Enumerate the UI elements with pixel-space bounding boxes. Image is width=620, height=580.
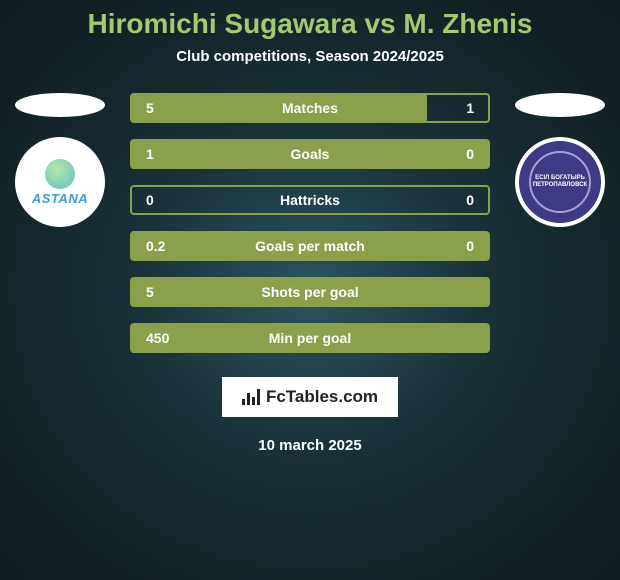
left-flag-icon <box>15 93 105 117</box>
stat-row: 1 Goals 0 <box>130 139 490 169</box>
right-player-column: ЕСІЛ БОГАТЫРЬ ПЕТРОПАВЛОВСК <box>510 93 610 227</box>
right-club-badge: ЕСІЛ БОГАТЫРЬ ПЕТРОПАВЛОВСК <box>515 137 605 227</box>
left-club-badge: ASTANA <box>15 137 105 227</box>
stat-row: 0 Hattricks 0 <box>130 185 490 215</box>
right-club-sub: ПЕТРОПАВЛОВСК <box>533 182 587 189</box>
stat-left-value: 1 <box>146 146 154 162</box>
stat-left-value: 0 <box>146 192 154 208</box>
stat-row: 5 Matches 1 <box>130 93 490 123</box>
stat-label: Hattricks <box>280 192 340 208</box>
stat-right-value: 0 <box>466 192 474 208</box>
stat-label: Min per goal <box>269 330 351 346</box>
stat-label: Shots per goal <box>261 284 358 300</box>
page-subtitle: Club competitions, Season 2024/2025 <box>0 48 620 65</box>
stat-row: 0.2 Goals per match 0 <box>130 231 490 261</box>
brand-badge: FcTables.com <box>222 377 398 417</box>
chart-icon <box>242 389 260 405</box>
astana-ball-icon <box>45 159 75 189</box>
stat-left-value: 0.2 <box>146 238 165 254</box>
footer-block: FcTables.com 10 march 2025 <box>0 377 620 454</box>
stat-row: 450 Min per goal <box>130 323 490 353</box>
right-club-inner: ЕСІЛ БОГАТЫРЬ ПЕТРОПАВЛОВСК <box>529 151 591 213</box>
stat-label: Goals per match <box>255 238 365 254</box>
left-player-column: ASTANA <box>10 93 110 227</box>
stat-label: Matches <box>282 100 338 116</box>
stat-right-value: 0 <box>466 238 474 254</box>
stat-left-value: 450 <box>146 330 169 346</box>
page-title: Hiromichi Sugawara vs M. Zhenis <box>0 8 620 40</box>
comparison-content: ASTANA 5 Matches 1 1 Goals 0 0 Hattricks 0 0.2 Goa… <box>0 93 620 369</box>
date-text: 10 march 2025 <box>0 437 620 454</box>
stats-column: 5 Matches 1 1 Goals 0 0 Hattricks 0 0.2 Goals per … <box>110 93 510 369</box>
left-club-name: ASTANA <box>32 191 88 206</box>
header-block: Hiromichi Sugawara vs M. Zhenis Club com… <box>0 0 620 65</box>
stat-left-value: 5 <box>146 100 154 116</box>
stat-right-value: 1 <box>466 100 474 116</box>
stat-left-value: 5 <box>146 284 154 300</box>
astana-logo-icon: ASTANA <box>32 159 88 206</box>
brand-text: FcTables.com <box>266 387 378 407</box>
right-flag-icon <box>515 93 605 117</box>
stat-fill-bar <box>132 95 427 121</box>
right-club-name: ЕСІЛ БОГАТЫРЬ <box>533 175 587 182</box>
stat-row: 5 Shots per goal <box>130 277 490 307</box>
stat-label: Goals <box>291 146 330 162</box>
stat-right-value: 0 <box>466 146 474 162</box>
